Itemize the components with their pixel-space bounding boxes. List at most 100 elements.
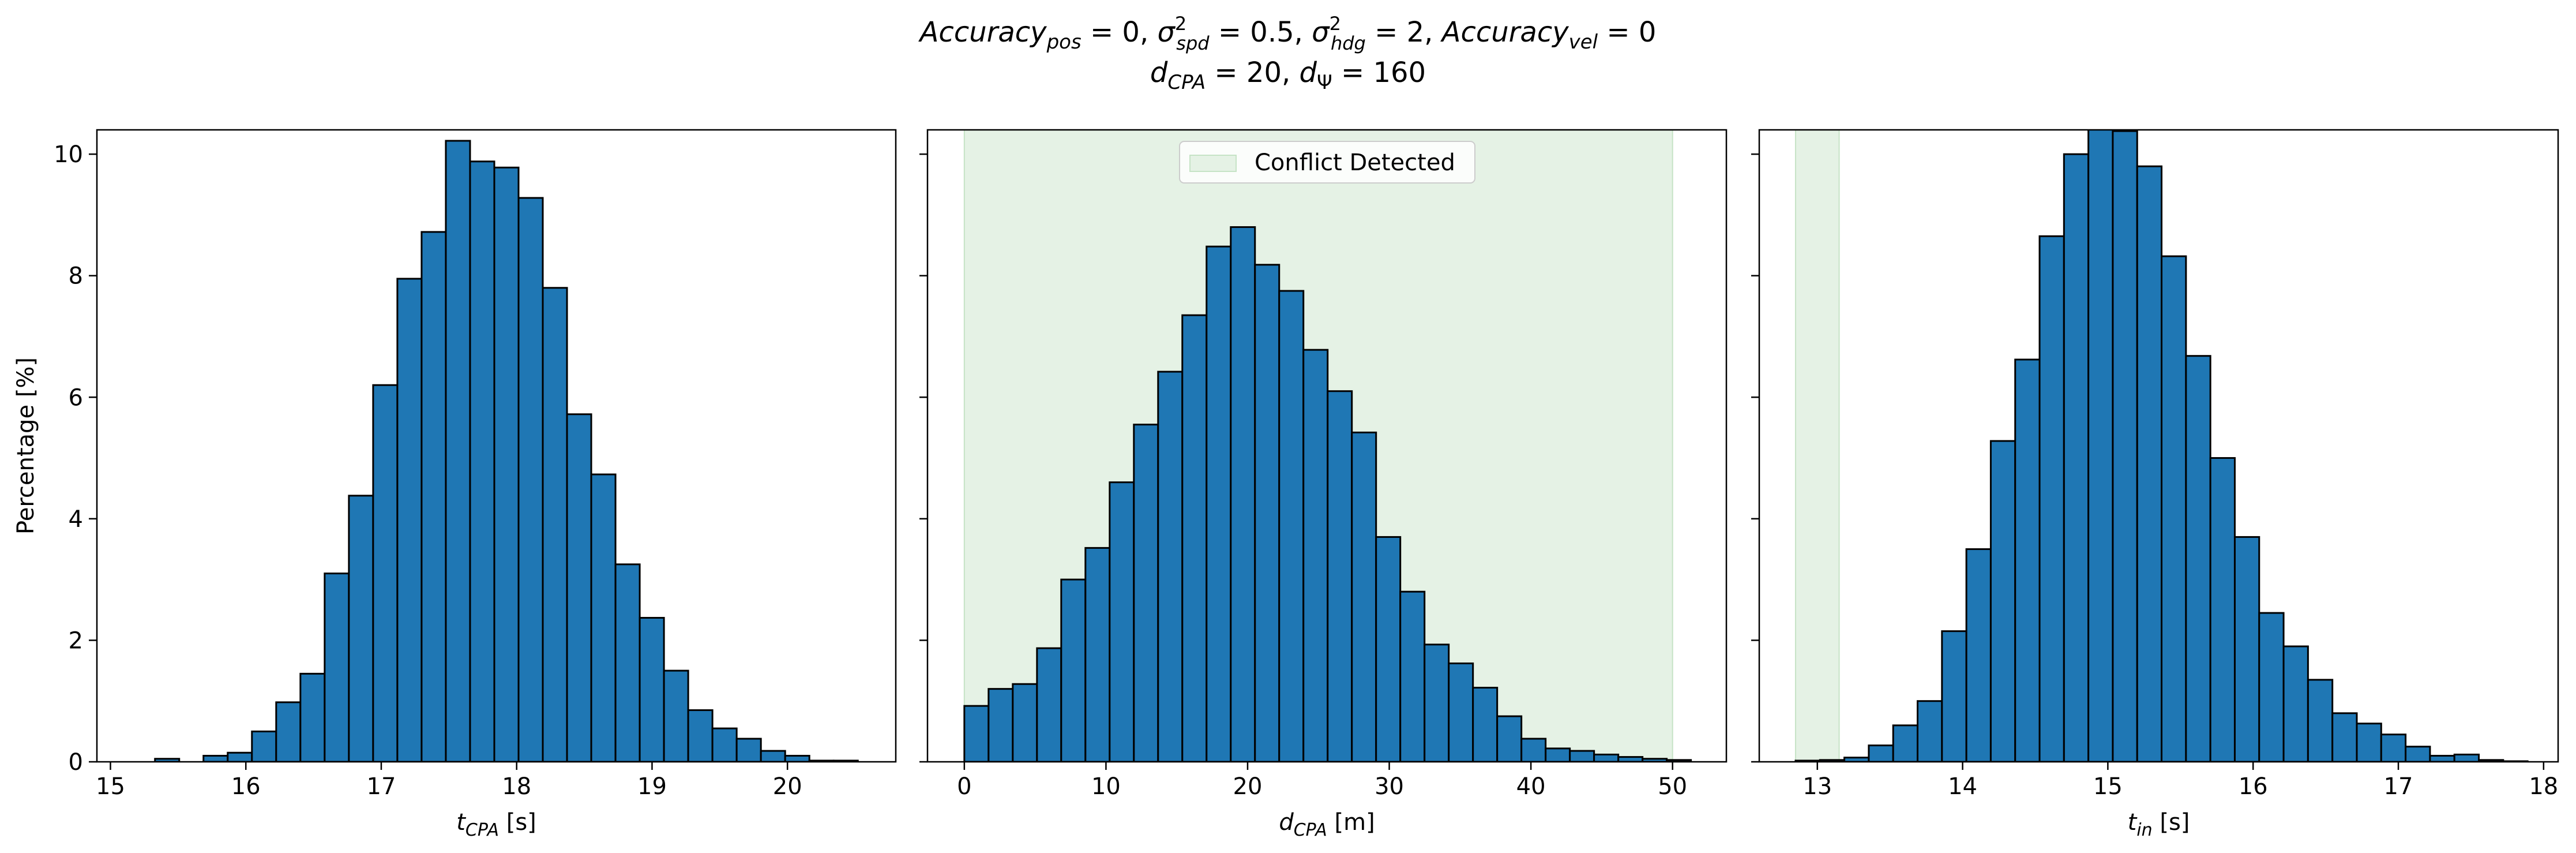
histogram-bar (154, 758, 181, 762)
histogram-bar (1254, 264, 1281, 762)
plot-area (963, 130, 1692, 762)
histogram-bar (2429, 754, 2455, 762)
histogram-bar (2405, 746, 2431, 762)
histogram-bar (2282, 645, 2309, 762)
x-tick-label: 18 (2529, 773, 2558, 800)
panel-d-cpa: 0 10 20 30 40 50 dCPA [m] Conflict Detected (919, 129, 1728, 840)
histogram-bar (493, 166, 520, 762)
histogram-bar (784, 754, 810, 762)
x-tick-label: 15 (96, 773, 125, 800)
histogram-bar (1084, 547, 1111, 762)
histogram-bar (1892, 724, 1918, 762)
figure-title-line-2: dCPA = 20, dΨ = 160 (1150, 57, 1426, 94)
legend: Conflict Detected (1179, 141, 1475, 184)
panel-t-in: 13 14 15 16 17 18 tin [s] (1751, 129, 2559, 840)
histogram-bar (420, 231, 447, 762)
histogram-bar (517, 197, 544, 762)
legend-swatch (1189, 155, 1237, 172)
axes-frame (1758, 129, 2559, 763)
histogram-bar (1012, 683, 1038, 762)
conflict-detected-span (1794, 130, 1840, 762)
y-tick-label: 6 (69, 384, 83, 411)
histogram-bar (1868, 744, 1894, 762)
y-axis-label: Percentage [%] (13, 357, 39, 534)
histogram-bar (348, 495, 374, 762)
histogram-bar (2087, 130, 2114, 762)
x-tick-label: 14 (1948, 773, 1977, 800)
y-tick-label: 4 (69, 506, 83, 533)
histogram-bar (2063, 153, 2090, 762)
histogram-bar (987, 688, 1014, 762)
histogram-bar (1157, 371, 1184, 762)
x-tick-label: 13 (1803, 773, 1832, 800)
x-tick-label: 30 (1375, 773, 1404, 800)
histogram-bar (299, 672, 326, 762)
histogram-bar (396, 278, 423, 762)
x-tick-label: 19 (637, 773, 667, 800)
histogram-bar (2233, 536, 2260, 762)
histogram-bar (711, 727, 738, 762)
histogram-bar (1496, 715, 1523, 762)
histogram-bar (1327, 390, 1353, 762)
x-tick-label: 18 (502, 773, 531, 800)
histogram-bar (372, 384, 399, 762)
y-tick-label: 8 (69, 263, 83, 290)
histogram-bar (445, 140, 471, 762)
histogram-bar (542, 287, 568, 762)
histogram-bar (1399, 590, 1426, 762)
x-tick-label: 20 (1233, 773, 1263, 800)
x-tick-label: 10 (1091, 773, 1121, 800)
x-tick-label: 15 (2093, 773, 2123, 800)
histogram-bar (963, 705, 990, 762)
axes-frame (96, 129, 897, 763)
histogram-bar (1181, 314, 1208, 762)
y-tick-label: 10 (54, 141, 83, 168)
histogram-bar (275, 701, 302, 762)
x-axis-label: tin [s] (2128, 809, 2190, 840)
histogram-bar (1965, 548, 1992, 762)
histogram-bar (2161, 255, 2187, 762)
histogram-bar (1351, 431, 1377, 762)
histogram-bar (590, 473, 617, 762)
histogram-bar (1278, 290, 1305, 762)
x-axis-label: dCPA [m] (1279, 809, 1375, 840)
histogram-bar (1617, 756, 1644, 762)
histogram-bar (2112, 130, 2138, 762)
panel-t-cpa: 15 16 17 18 19 20 0 2 4 6 8 10 tCPA [s] Percentage [%… (13, 129, 897, 840)
histogram-bar (687, 709, 714, 762)
x-axis-label: tCPA [s] (456, 809, 536, 840)
axes-frame (926, 129, 1728, 763)
x-tick-label: 50 (1658, 773, 1687, 800)
plot-area (1794, 130, 2529, 762)
x-tick-label: 0 (957, 773, 971, 800)
histogram-bar (1545, 747, 1571, 762)
histogram-bar (1520, 738, 1547, 762)
histogram-bar (1569, 750, 1595, 762)
histogram-bar (1060, 578, 1087, 762)
x-tick-label: 17 (367, 773, 396, 800)
histogram-bar (1448, 662, 1474, 762)
legend-box (1179, 141, 1475, 184)
histogram-bar (735, 738, 762, 762)
histogram-bar (2258, 612, 2285, 762)
legend-label: Conflict Detected (1255, 149, 1455, 176)
histogram-bar (2307, 679, 2334, 762)
histogram-bar (202, 754, 229, 762)
histogram-bar (760, 750, 786, 762)
figure-title-line-1: Accuracypos = 0, σ2 spd = 0.5, σ2 hdg = 2,… (918, 13, 1657, 54)
x-tick-label: 20 (773, 773, 802, 800)
histogram-bar (1206, 245, 1232, 762)
plot-area (154, 140, 859, 762)
histogram-bar (2185, 355, 2211, 762)
histogram-bar (2331, 712, 2358, 762)
histogram-bar (1375, 536, 1402, 762)
histogram-bar (1036, 647, 1062, 762)
histogram-bar (2356, 723, 2382, 762)
histogram-bar (2136, 165, 2163, 762)
histogram-bar (663, 669, 689, 762)
histogram-bar (1916, 700, 1943, 762)
histogram-bar (2038, 235, 2065, 762)
x-tick-label: 17 (2384, 773, 2413, 800)
histogram-bar (1302, 349, 1329, 762)
